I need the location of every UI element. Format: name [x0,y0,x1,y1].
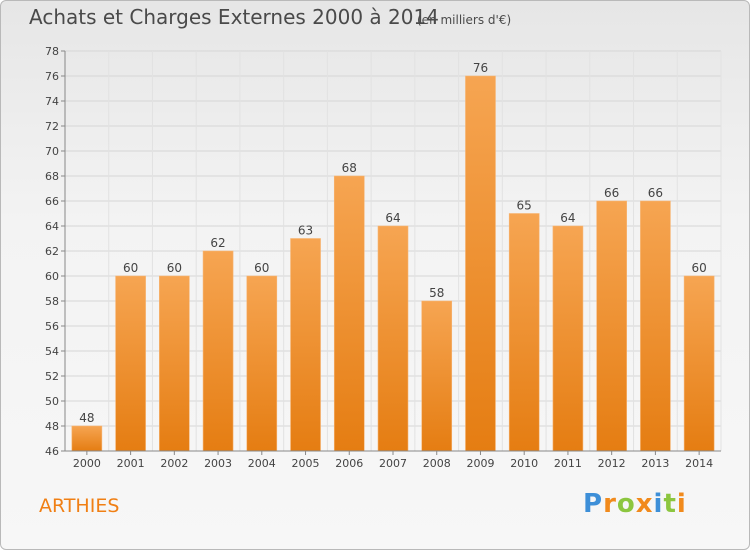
x-tick-label: 2012 [598,457,626,470]
logo-letter: x [635,489,654,519]
bar [71,425,103,452]
value-labels: 48 60 60 62 60 63 68 64 58 76 65 64 66 66 60 [79,61,707,425]
chart-subtitle: (en milliers d'€) [417,13,512,27]
data-label: 64 [385,211,400,225]
x-tick-label: 2007 [379,457,407,470]
logo-letter: i [653,489,664,519]
y-tick-label: 60 [45,270,59,283]
logo-letter: r [603,489,617,519]
data-label: 66 [604,186,619,200]
y-tick-label: 46 [45,445,59,458]
bar [377,225,409,452]
y-tick-label: 48 [45,420,59,433]
x-tick-label: 2000 [73,457,101,470]
bar [202,250,234,452]
x-tick-label: 2004 [248,457,276,470]
y-tick-label: 50 [45,395,59,408]
bar [552,225,584,452]
y-tick-label: 70 [45,145,59,158]
bar [683,275,715,452]
y-tick-label: 64 [45,220,59,233]
bar [421,300,453,452]
y-tick-label: 76 [45,70,59,83]
bar [246,275,278,452]
y-tick-label: 68 [45,170,59,183]
x-tick-label: 2008 [423,457,451,470]
x-tick-label: 2005 [292,457,320,470]
axes: 46 48 50 52 54 56 58 60 62 64 66 68 70 72 74 76 78 2000 20… [45,45,721,470]
y-tick-label: 78 [45,45,59,58]
bar [640,200,671,452]
y-tick-label: 66 [45,195,59,208]
x-tick-label: 2013 [641,457,669,470]
x-tick-label: 2011 [554,457,582,470]
data-label: 76 [473,61,488,75]
logo-letter: t [663,489,677,519]
data-label: 58 [429,286,444,300]
y-tick-label: 58 [45,295,59,308]
bar [508,213,540,452]
data-label: 64 [560,211,575,225]
bar [333,175,365,452]
x-tick-label: 2006 [335,457,363,470]
y-tick-label: 52 [45,370,59,383]
y-tick-label: 62 [45,245,59,258]
data-label: 60 [254,261,269,275]
bars [71,75,715,452]
data-label: 48 [79,411,94,425]
x-tick-label: 2003 [204,457,232,470]
data-label: 65 [517,199,532,213]
x-tick-label: 2014 [685,457,713,470]
y-tick-label: 74 [45,95,59,108]
x-tick-label: 2002 [160,457,188,470]
x-tick-label: 2010 [510,457,538,470]
proxiti-logo[interactable]: Proxiti [583,489,687,519]
x-tick-label: 2001 [117,457,145,470]
data-label: 60 [167,261,182,275]
bar [290,238,321,452]
bar [115,275,146,452]
bar [465,75,496,452]
bar [159,275,190,452]
logo-letter: o [616,489,636,519]
bar [596,200,627,452]
data-label: 63 [298,224,313,238]
data-label: 66 [648,186,663,200]
logo-letter: i [676,489,687,519]
data-label: 60 [123,261,138,275]
y-tick-label: 56 [45,320,59,333]
data-label: 62 [210,236,225,250]
y-tick-label: 54 [45,345,59,358]
x-tick-label: 2009 [466,457,494,470]
chart-title: Achats et Charges Externes 2000 à 2014 [29,5,439,29]
data-label: 60 [691,261,706,275]
y-tick-label: 72 [45,120,59,133]
logo-letter: P [583,489,604,519]
commune-name: ARTHIES [39,495,120,517]
data-label: 68 [342,161,357,175]
